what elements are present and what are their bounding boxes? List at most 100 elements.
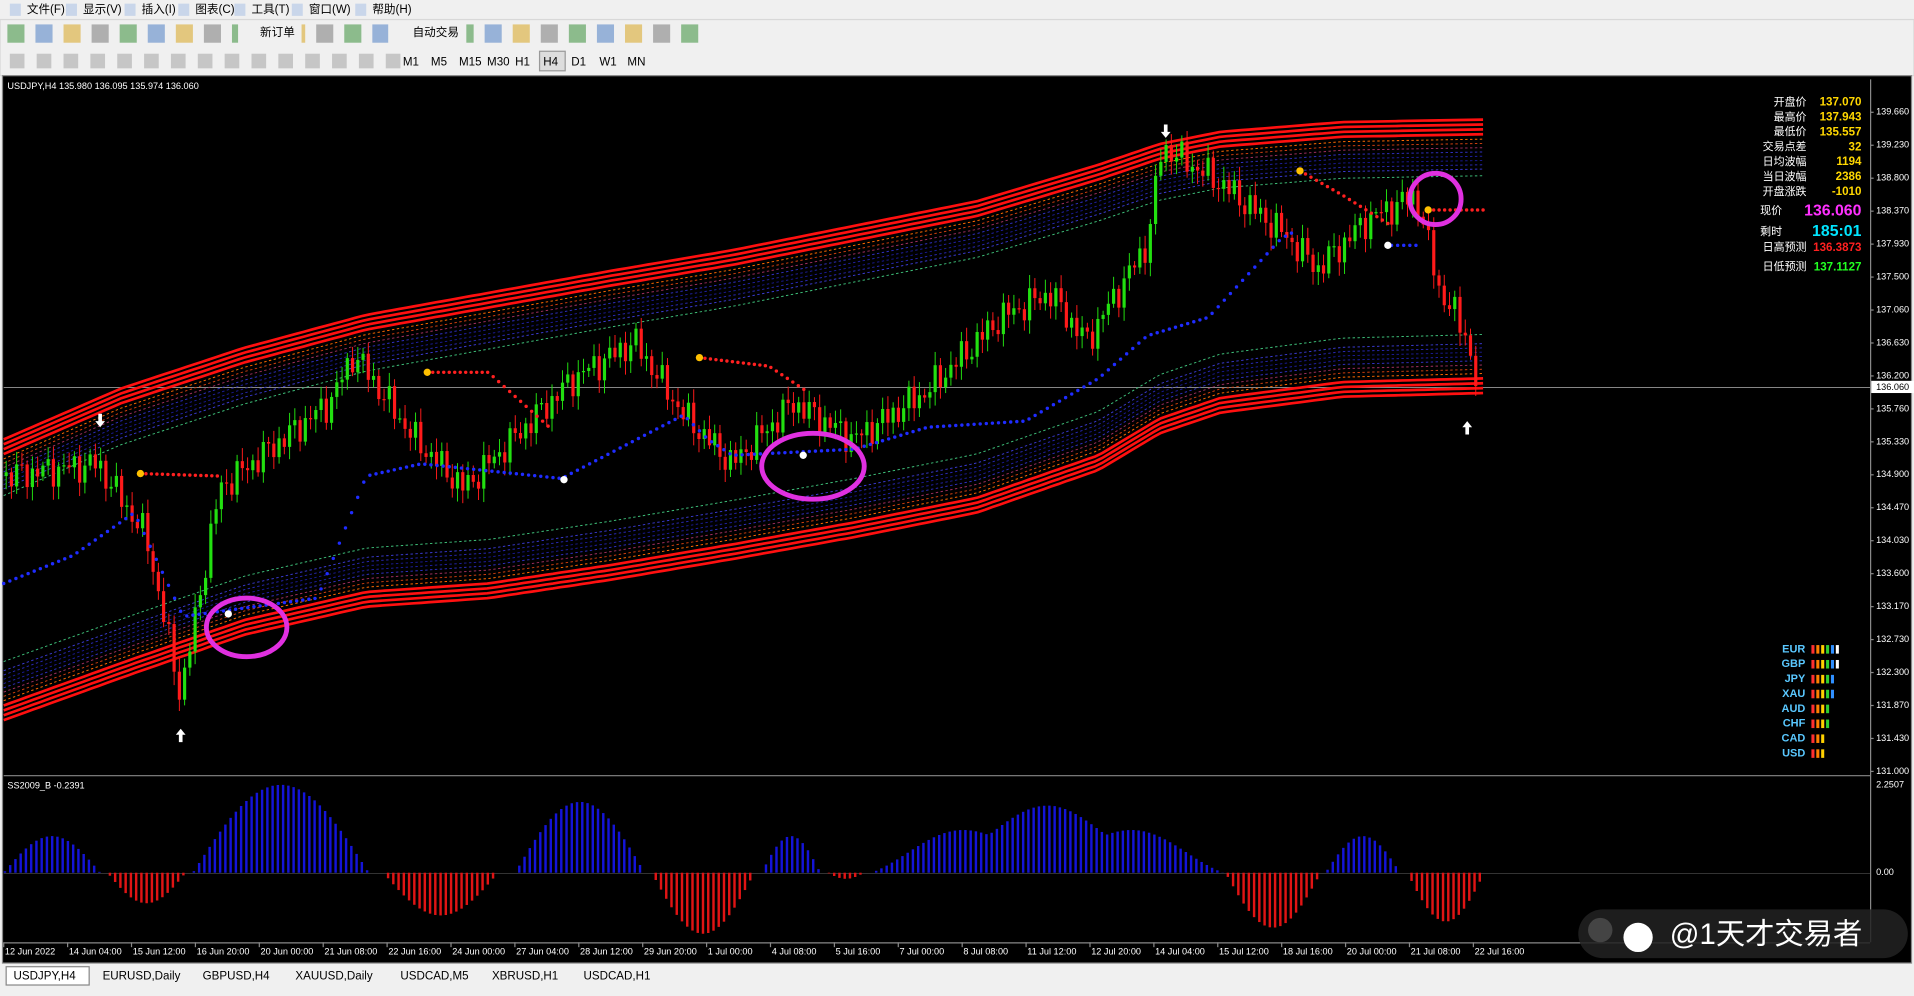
auto-trade[interactable]: 自动交易 xyxy=(413,25,459,39)
menu-item[interactable]: 显示(V) xyxy=(83,3,122,16)
trend-dot xyxy=(474,370,479,374)
toolbar-icon[interactable] xyxy=(568,24,586,43)
candle-body xyxy=(429,451,433,457)
tool-icon[interactable] xyxy=(63,53,79,69)
toolbar-icon[interactable] xyxy=(7,24,25,43)
tool-icon[interactable] xyxy=(278,53,293,69)
tool-icon[interactable] xyxy=(170,53,186,69)
menu-item[interactable]: 工具(T) xyxy=(252,3,290,16)
trend-dot xyxy=(188,473,192,477)
info-value: 137.070 xyxy=(1820,97,1862,109)
toolbar-icon[interactable] xyxy=(35,24,53,43)
trend-dot xyxy=(648,430,653,434)
info-value: 137.943 xyxy=(1820,111,1862,123)
tab-bg[interactable] xyxy=(484,966,572,986)
info-value: 1194 xyxy=(1836,156,1862,168)
toolbar-icon[interactable] xyxy=(203,24,221,43)
plot xyxy=(2,118,1485,934)
tab-bg[interactable] xyxy=(5,966,90,986)
candle-body xyxy=(1327,246,1331,274)
tab-bg[interactable] xyxy=(95,966,190,986)
tab-bg[interactable] xyxy=(195,966,281,986)
tab[interactable]: GBPUSD,H4 xyxy=(203,971,270,983)
tool-icon[interactable] xyxy=(332,53,347,69)
tab-bg[interactable] xyxy=(576,966,663,986)
tool-icon[interactable] xyxy=(144,53,159,69)
tool-icon[interactable] xyxy=(36,53,52,69)
tab[interactable]: USDJPY,H4 xyxy=(13,971,76,983)
tab[interactable]: XBRUSD,H1 xyxy=(492,971,558,983)
tool-icon[interactable] xyxy=(224,53,240,69)
strength-bar xyxy=(1821,734,1825,743)
tool-icon[interactable] xyxy=(90,53,106,69)
trend-dot xyxy=(777,451,781,455)
toolbar-icon[interactable] xyxy=(653,24,671,43)
toolbar-icon[interactable] xyxy=(119,24,137,43)
toolbar-icon[interactable] xyxy=(596,24,615,43)
toolbar-icon[interactable] xyxy=(175,24,193,43)
candle-body xyxy=(1447,305,1452,310)
timeframe[interactable]: M30 xyxy=(487,56,510,68)
tool-icon[interactable] xyxy=(117,53,132,69)
menu-item[interactable]: 窗口(W) xyxy=(309,2,351,16)
toolbar-icon[interactable] xyxy=(344,24,362,43)
candle-body xyxy=(455,472,460,489)
timeframe[interactable]: MN xyxy=(627,56,645,68)
trend-dot xyxy=(785,376,790,381)
tab-bg[interactable] xyxy=(288,966,389,986)
tab[interactable]: USDCAD,H1 xyxy=(584,971,651,983)
strength-bar xyxy=(1816,719,1820,729)
candle-body xyxy=(1468,335,1473,356)
toolbar-icon[interactable] xyxy=(91,24,109,43)
candle-body xyxy=(214,509,218,524)
timeframe[interactable]: M15 xyxy=(459,56,482,68)
candle-body xyxy=(1237,180,1242,206)
toolbar-icon[interactable] xyxy=(316,24,334,43)
candle-body xyxy=(681,407,685,420)
trend-dot xyxy=(899,433,903,437)
candle-body xyxy=(482,455,486,489)
toolbar-icon[interactable] xyxy=(681,24,699,43)
candle-body xyxy=(1201,170,1205,176)
toolbar-icon[interactable] xyxy=(484,24,502,43)
timeframe[interactable]: M5 xyxy=(431,56,447,68)
timeframe[interactable]: D1 xyxy=(571,56,586,68)
indicator-label: SS2009_B -0.2391 xyxy=(7,780,84,790)
menu-item[interactable]: 图表(C) xyxy=(195,2,234,16)
tab[interactable]: USDCAD,M5 xyxy=(400,971,468,983)
trend-dot xyxy=(491,374,495,379)
trend-dot xyxy=(978,422,982,426)
trend-dot xyxy=(708,357,713,361)
candle-body xyxy=(15,464,19,487)
tool-icon[interactable] xyxy=(9,53,25,69)
toolbar-icon[interactable] xyxy=(512,24,530,43)
toolbar-icon[interactable] xyxy=(372,24,390,43)
candle-body xyxy=(1253,195,1257,214)
toolbar-icon[interactable] xyxy=(63,24,81,43)
tool-icon[interactable] xyxy=(305,53,320,69)
menu-item[interactable]: 帮助(H) xyxy=(372,2,411,16)
trend-dot xyxy=(417,462,421,467)
tool-icon[interactable] xyxy=(385,53,401,69)
toolbar-icon[interactable] xyxy=(147,24,165,43)
trend-dot xyxy=(1331,188,1335,192)
timeframe[interactable]: W1 xyxy=(599,56,616,68)
tool-icon[interactable] xyxy=(197,53,213,69)
tab[interactable]: XAUUSD,Daily xyxy=(295,971,372,983)
tool-icon[interactable] xyxy=(358,53,374,69)
timeframe[interactable]: H1 xyxy=(515,56,530,68)
toolbar-icon[interactable] xyxy=(540,24,558,43)
tool-icon[interactable] xyxy=(251,53,267,69)
trend-dot xyxy=(774,369,779,373)
candle-body xyxy=(1384,201,1389,213)
new-order[interactable]: 新订单 xyxy=(260,25,295,39)
menu-item[interactable]: 文件(F) xyxy=(27,2,65,16)
candle-body xyxy=(1400,191,1404,203)
timeframe[interactable]: M1 xyxy=(403,56,419,68)
tab[interactable]: EURUSD,Daily xyxy=(103,971,181,983)
tab-bg[interactable] xyxy=(393,966,479,986)
timeframe[interactable]: H4 xyxy=(543,56,558,68)
toolbar-icon[interactable] xyxy=(625,24,643,43)
menu-item[interactable]: 插入(I) xyxy=(142,2,176,16)
trend-dot xyxy=(532,473,537,478)
